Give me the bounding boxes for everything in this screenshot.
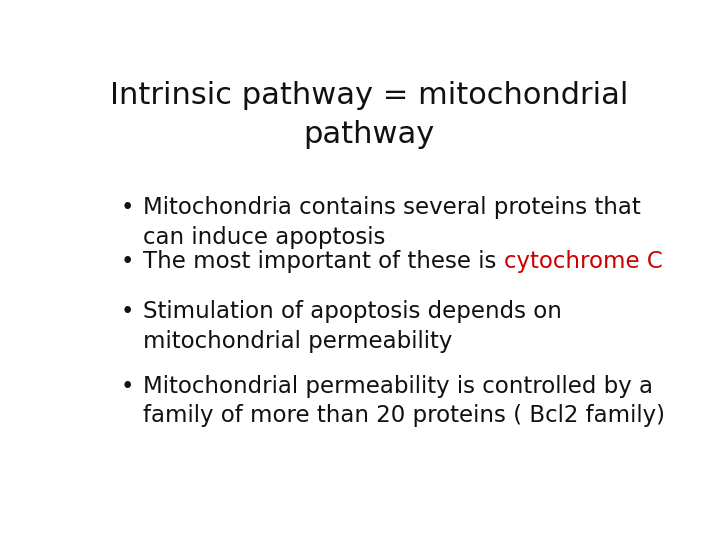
Text: •: • [121, 375, 134, 397]
Text: •: • [121, 250, 134, 273]
Text: The most important of these is: The most important of these is [143, 250, 503, 273]
Text: Stimulation of apoptosis depends on
mitochondrial permeability: Stimulation of apoptosis depends on mito… [143, 300, 562, 353]
Text: •: • [121, 196, 134, 219]
Text: Intrinsic pathway = mitochondrial
pathway: Intrinsic pathway = mitochondrial pathwa… [110, 82, 628, 148]
Text: Mitochondrial permeability is controlled by a
family of more than 20 proteins ( : Mitochondrial permeability is controlled… [143, 375, 665, 428]
Text: •: • [121, 300, 134, 323]
Text: Mitochondria contains several proteins that
can induce apoptosis: Mitochondria contains several proteins t… [143, 196, 641, 248]
Text: cytochrome C: cytochrome C [503, 250, 662, 273]
